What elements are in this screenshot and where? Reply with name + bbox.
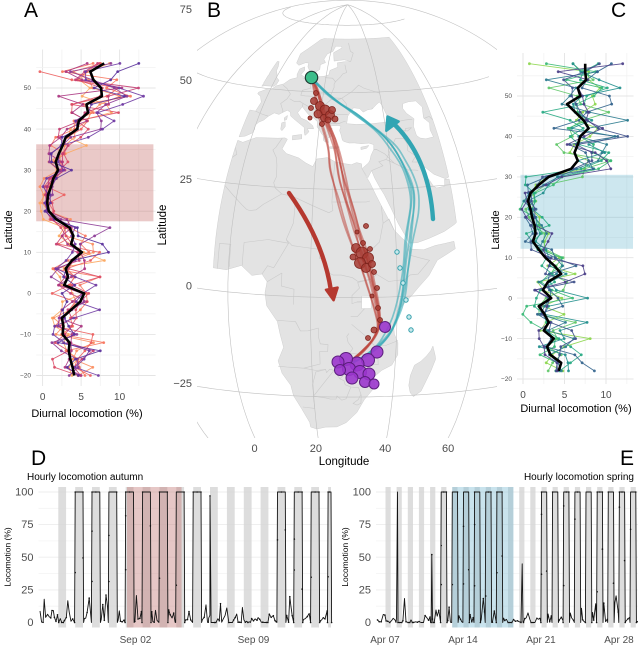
svg-text:30: 30: [505, 174, 513, 181]
svg-text:Hourly locomotion autumn: Hourly locomotion autumn: [27, 472, 143, 483]
svg-text:Latitude: Latitude: [490, 210, 502, 249]
svg-text:Diurnal locomotion (%): Diurnal locomotion (%): [520, 403, 631, 415]
svg-text:10: 10: [505, 255, 513, 262]
svg-text:25: 25: [21, 584, 33, 596]
svg-text:0: 0: [365, 617, 371, 629]
svg-text:40: 40: [379, 443, 391, 455]
svg-text:100: 100: [15, 487, 33, 499]
svg-text:Apr 14: Apr 14: [448, 635, 478, 646]
svg-text:−25: −25: [173, 378, 192, 390]
svg-text:0: 0: [40, 392, 46, 403]
svg-text:B: B: [207, 0, 221, 22]
svg-text:E: E: [620, 447, 634, 470]
svg-text:5: 5: [78, 392, 84, 403]
svg-text:0: 0: [27, 617, 33, 629]
svg-text:D: D: [31, 447, 46, 470]
svg-text:25: 25: [359, 584, 371, 596]
svg-text:20: 20: [505, 215, 513, 222]
svg-text:0: 0: [508, 295, 512, 302]
svg-text:Sep 09: Sep 09: [238, 635, 270, 646]
svg-text:0: 0: [27, 291, 31, 298]
svg-text:0: 0: [252, 443, 258, 455]
svg-text:Latitude: Latitude: [157, 205, 169, 246]
svg-text:C: C: [611, 0, 626, 22]
svg-text:50: 50: [359, 552, 371, 564]
svg-text:25: 25: [180, 174, 192, 186]
svg-text:75: 75: [180, 4, 192, 16]
svg-text:60: 60: [442, 443, 454, 455]
svg-text:40: 40: [505, 134, 513, 141]
svg-text:50: 50: [21, 552, 33, 564]
svg-text:20: 20: [24, 208, 32, 215]
svg-text:Hourly locomotion spring: Hourly locomotion spring: [524, 472, 634, 483]
svg-text:Diurnal locomotion (%): Diurnal locomotion (%): [31, 408, 142, 420]
svg-text:10: 10: [114, 392, 126, 403]
svg-text:50: 50: [180, 75, 192, 87]
svg-text:Sep 02: Sep 02: [120, 635, 152, 646]
svg-text:Apr 21: Apr 21: [526, 635, 556, 646]
svg-text:10: 10: [24, 250, 32, 257]
svg-text:40: 40: [24, 126, 32, 133]
svg-text:Latitude: Latitude: [3, 210, 15, 249]
svg-text:10: 10: [600, 390, 612, 401]
svg-text:5: 5: [562, 390, 568, 401]
svg-text:Locomotion (%): Locomotion (%): [340, 527, 350, 587]
svg-text:100: 100: [353, 487, 371, 499]
svg-text:Longitude: Longitude: [319, 456, 370, 468]
svg-text:A: A: [24, 0, 38, 22]
svg-text:30: 30: [24, 167, 32, 174]
svg-text:0: 0: [186, 280, 192, 292]
svg-text:Apr 28: Apr 28: [604, 635, 634, 646]
svg-text:0: 0: [520, 390, 526, 401]
svg-text:Locomotion (%): Locomotion (%): [3, 527, 13, 587]
svg-text:75: 75: [21, 519, 33, 531]
svg-text:−10: −10: [501, 336, 512, 343]
svg-text:75: 75: [359, 519, 371, 531]
svg-text:50: 50: [24, 85, 32, 92]
svg-text:−10: −10: [20, 332, 31, 339]
svg-text:Apr 07: Apr 07: [370, 635, 400, 646]
svg-text:20: 20: [310, 443, 322, 455]
svg-text:50: 50: [505, 93, 513, 100]
svg-text:−20: −20: [501, 376, 512, 383]
svg-text:−20: −20: [20, 373, 31, 380]
